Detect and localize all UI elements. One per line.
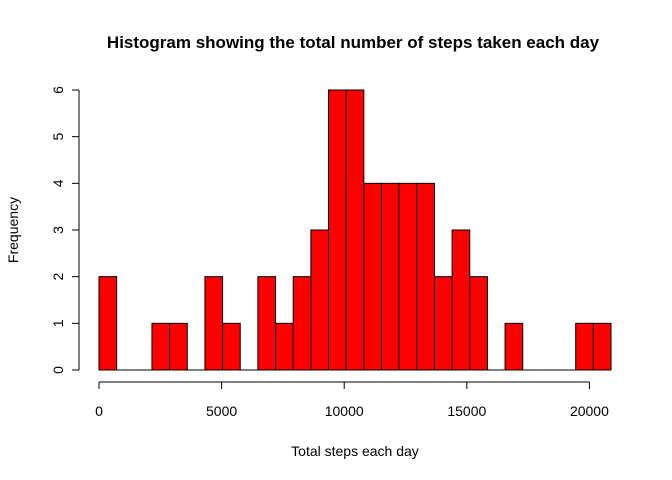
y-tick-label: 4 [50, 179, 66, 187]
x-axis: 0 5000 10000 15000 20000 [95, 381, 609, 419]
histogram-bar-23 [504, 322, 524, 371]
histogram-bar-17 [398, 182, 418, 371]
histogram-bar-15 [363, 182, 382, 371]
histogram-bar-10 [275, 322, 294, 371]
histogram-bar-28 [592, 322, 612, 371]
histogram-bar-4 [169, 322, 188, 371]
histogram-bar-3 [151, 322, 171, 371]
y-tick-label: 0 [50, 366, 66, 374]
x-tick-label: 5000 [206, 403, 237, 419]
histogram-bar-21 [469, 276, 488, 371]
y-axis-label: Frequency [5, 197, 21, 263]
x-tick-label: 15000 [447, 403, 486, 419]
histogram-bar-7 [222, 322, 241, 371]
y-tick-label: 5 [50, 133, 66, 141]
y-tick-label: 6 [50, 86, 66, 94]
x-axis-label: Total steps each day [291, 443, 419, 459]
histogram-bar-12 [310, 229, 330, 371]
x-tick-label: 0 [95, 403, 103, 419]
histogram-bar-9 [257, 276, 277, 371]
histogram-bar-27 [575, 322, 594, 371]
histogram-bar-16 [380, 182, 400, 371]
histogram-bar-0 [98, 276, 118, 371]
y-axis: 0 1 2 3 4 5 6 [50, 86, 80, 374]
histogram-bar-14 [345, 89, 365, 371]
bars-group [98, 89, 612, 371]
histogram-bar-18 [416, 182, 435, 371]
histogram-bar-11 [292, 276, 312, 371]
histogram-bar-6 [204, 276, 224, 371]
histogram-bar-20 [451, 229, 471, 371]
x-tick-label: 20000 [570, 403, 609, 419]
histogram-bar-19 [433, 276, 453, 371]
chart-title: Histogram showing the total number of st… [107, 33, 600, 52]
x-tick-label: 10000 [325, 403, 364, 419]
histogram-bar-13 [328, 89, 347, 371]
y-tick-label: 2 [50, 273, 66, 281]
y-tick-label: 1 [50, 319, 66, 327]
y-tick-label: 3 [50, 226, 66, 234]
